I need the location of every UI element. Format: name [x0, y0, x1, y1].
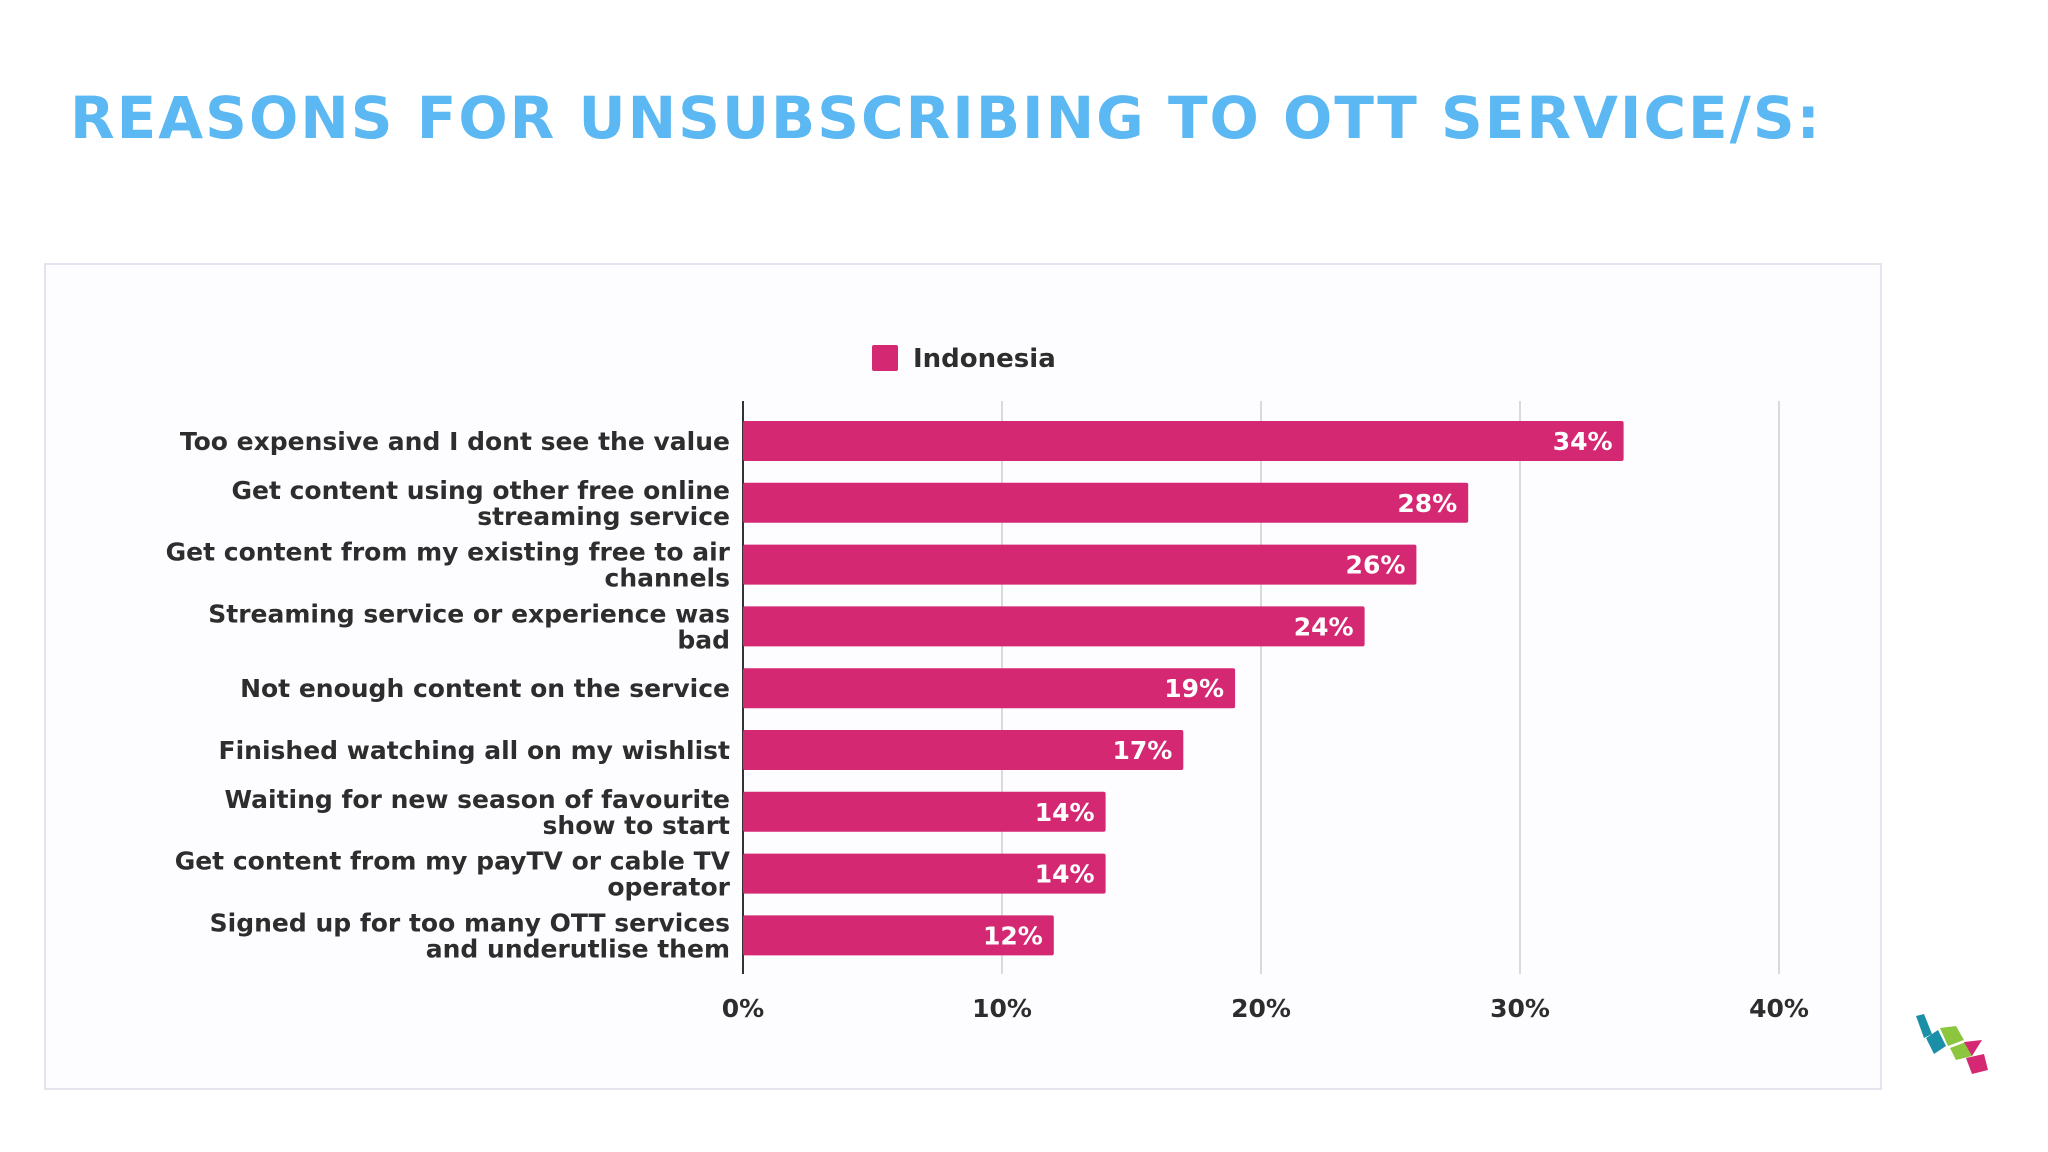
bar-value-label: 24%: [1294, 612, 1354, 641]
category-label: Get content using other free online: [231, 476, 730, 505]
bar: [743, 421, 1624, 461]
x-tick-label: 40%: [1749, 994, 1809, 1023]
bar-value-label: 17%: [1112, 736, 1172, 765]
bar: [743, 668, 1236, 709]
bar: [743, 544, 1417, 585]
x-tick-label: 20%: [1231, 994, 1291, 1023]
category-label: bad: [677, 625, 730, 654]
bar: [743, 482, 1469, 523]
bar-value-label: 26%: [1346, 551, 1406, 580]
legend-label: Indonesia: [913, 344, 1056, 374]
category-label: show to start: [543, 811, 731, 840]
category-label: and underutlise them: [426, 934, 730, 963]
category-label: Not enough content on the service: [240, 674, 730, 703]
bar-value-label: 12%: [983, 921, 1043, 950]
bar: [743, 606, 1365, 647]
bar: [743, 791, 1106, 832]
chart-panel: 0% 10% 20% 30% 40% Indonesia 34% Too expensive …: [44, 263, 1882, 1090]
bar-value-label: 19%: [1164, 674, 1224, 703]
x-tick-label: 0%: [722, 994, 764, 1023]
category-label: Signed up for too many OTT services: [210, 908, 730, 937]
company-logo-icon: [1916, 1014, 1988, 1074]
category-label: streaming service: [477, 502, 730, 531]
category-label: Waiting for new season of favourite: [224, 785, 730, 814]
category-label: channels: [605, 564, 731, 593]
category-label: Get content from my existing free to air: [166, 538, 731, 567]
page-title: REASONS FOR UNSUBSCRIBING TO OTT SERVICE…: [70, 84, 1822, 152]
bar: [743, 730, 1184, 770]
bar-value-label: 14%: [1035, 860, 1095, 889]
bar-value-label: 14%: [1035, 798, 1095, 827]
bar: [743, 915, 1054, 956]
bar-value-label: 28%: [1397, 489, 1457, 518]
category-label: Streaming service or experience was: [208, 599, 730, 628]
bar: [743, 853, 1106, 894]
x-tick-label: 30%: [1490, 994, 1550, 1023]
x-tick-label: 10%: [972, 994, 1032, 1023]
category-label: Finished watching all on my wishlist: [219, 736, 731, 765]
bar-value-label: 34%: [1553, 427, 1613, 456]
category-label: Get content from my payTV or cable TV: [175, 847, 731, 876]
bar-chart: 0% 10% 20% 30% 40% Indonesia 34% Too expensive …: [166, 344, 1809, 1023]
legend-swatch: [872, 345, 898, 371]
category-label: operator: [607, 873, 730, 902]
category-label: Too expensive and I dont see the value: [180, 427, 730, 456]
